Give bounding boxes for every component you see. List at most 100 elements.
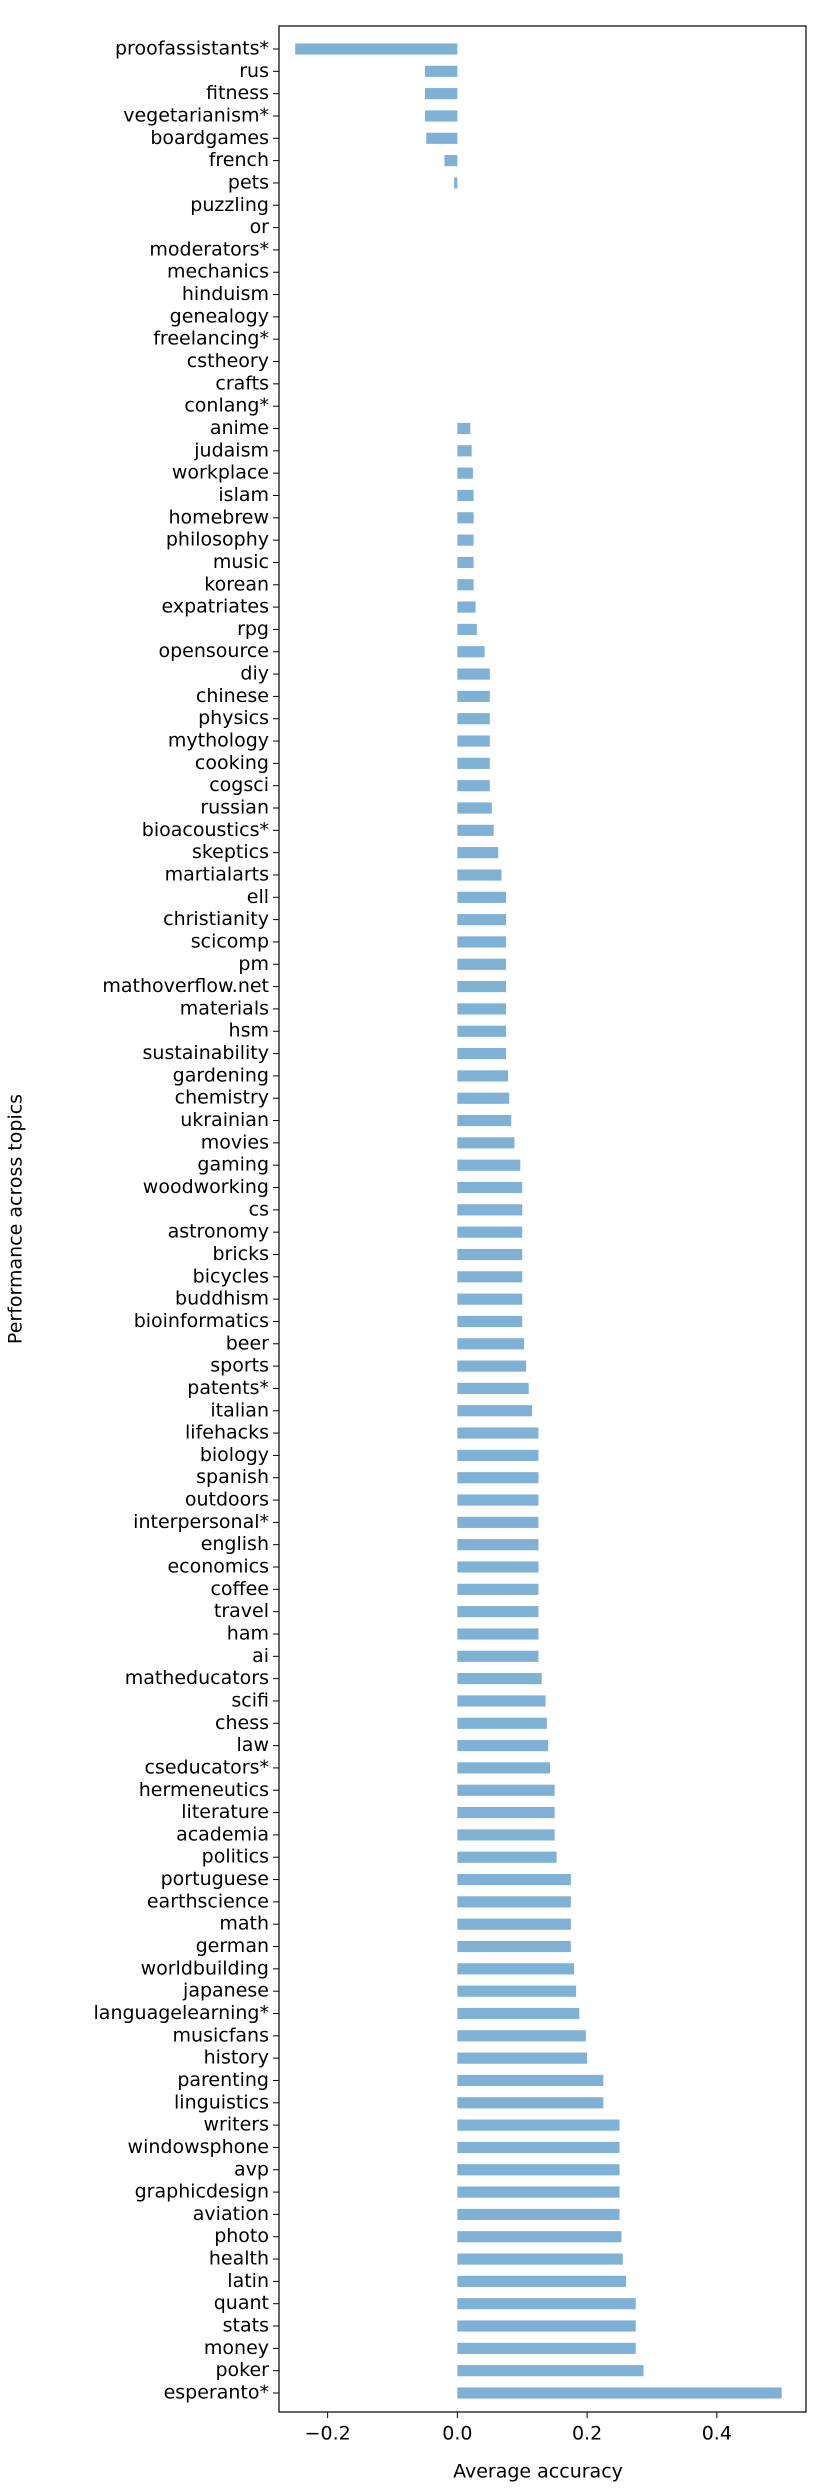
x-tick-label: 0.4 bbox=[702, 2423, 732, 2445]
bar bbox=[457, 2320, 636, 2332]
x-tick-label: 0.0 bbox=[442, 2423, 472, 2445]
y-tick-label: spanish bbox=[196, 1466, 269, 1488]
bar bbox=[457, 1449, 539, 1461]
bar bbox=[424, 88, 458, 100]
y-tick-label: patents* bbox=[187, 1377, 269, 1399]
bar bbox=[457, 824, 494, 836]
bar bbox=[457, 1807, 555, 1819]
bar bbox=[457, 780, 490, 792]
bar bbox=[457, 2186, 620, 2198]
y-tick-label: cogsci bbox=[209, 774, 269, 796]
y-tick-label: biology bbox=[200, 1444, 269, 1466]
y-axis-label: Performance across topics bbox=[5, 1094, 27, 1344]
y-tick-label: beer bbox=[226, 1332, 269, 1354]
bar bbox=[457, 646, 485, 658]
y-tick-label: movies bbox=[201, 1131, 269, 1153]
bar bbox=[457, 2253, 623, 2265]
y-tick-label: writers bbox=[204, 2114, 269, 2136]
y-tick-label: pm bbox=[238, 953, 269, 975]
bar bbox=[457, 489, 474, 502]
y-tick-label: literature bbox=[181, 1801, 269, 1823]
bar bbox=[457, 1271, 523, 1283]
y-tick-label: ukrainian bbox=[180, 1109, 269, 1131]
y-tick-label: bicycles bbox=[193, 1265, 269, 1287]
bar bbox=[457, 869, 502, 881]
bar bbox=[457, 981, 507, 993]
bar bbox=[457, 445, 472, 457]
bar bbox=[457, 1873, 571, 1886]
y-tick-label: fitness bbox=[206, 82, 269, 104]
x-tick-label: −0.2 bbox=[305, 2423, 351, 2445]
bar bbox=[457, 1650, 539, 1662]
y-tick-label: hinduism bbox=[182, 283, 269, 305]
y-tick-label: interpersonal* bbox=[133, 1511, 269, 1533]
bar bbox=[457, 1673, 542, 1685]
y-tick-label: freelancing* bbox=[153, 328, 269, 350]
bar bbox=[457, 2298, 636, 2310]
y-tick-label: gardening bbox=[173, 1064, 269, 1086]
y-tick-label: esperanto* bbox=[164, 2382, 269, 2404]
bar bbox=[457, 1003, 507, 1015]
bar bbox=[457, 2342, 636, 2354]
y-tick-label: rus bbox=[239, 60, 269, 82]
y-tick-label: sports bbox=[210, 1355, 269, 1377]
y-tick-label: linguistics bbox=[174, 2091, 269, 2113]
y-tick-label: skeptics bbox=[192, 841, 269, 863]
y-tick-label: rpg bbox=[237, 618, 269, 640]
bar bbox=[457, 2365, 644, 2377]
y-tick-label: academia bbox=[176, 1823, 269, 1845]
bar bbox=[457, 2387, 782, 2399]
y-tick-label: judaism bbox=[193, 439, 269, 461]
y-tick-label: opensource bbox=[158, 640, 269, 662]
bar bbox=[424, 110, 458, 122]
bar bbox=[457, 1717, 547, 1729]
bar bbox=[457, 1561, 539, 1573]
y-tick-label: bricks bbox=[213, 1243, 270, 1265]
bar bbox=[457, 1940, 571, 1953]
bar bbox=[457, 422, 471, 435]
bar bbox=[457, 2030, 586, 2042]
bar bbox=[457, 1762, 551, 1774]
y-tick-label: latin bbox=[227, 2270, 269, 2292]
bar bbox=[457, 1293, 523, 1305]
y-tick-label: buddhism bbox=[175, 1288, 269, 1310]
bar bbox=[457, 1539, 539, 1551]
y-tick-label: japanese bbox=[182, 1980, 269, 2002]
y-tick-label: vegetarianism* bbox=[123, 104, 269, 126]
y-tick-label: gaming bbox=[197, 1154, 269, 1176]
y-tick-label: graphicdesign bbox=[135, 2181, 269, 2203]
bar bbox=[457, 1963, 575, 1975]
bar bbox=[457, 891, 507, 903]
y-tick-label: matheducators bbox=[125, 1667, 269, 1689]
bar bbox=[457, 1918, 571, 1930]
y-tick-label: photo bbox=[214, 2225, 269, 2247]
y-tick-label: pets bbox=[228, 171, 269, 193]
bar bbox=[457, 1784, 555, 1796]
bar bbox=[457, 1896, 571, 1908]
y-tick-label: islam bbox=[218, 484, 269, 506]
y-tick-label: money bbox=[204, 2337, 269, 2359]
bar bbox=[457, 668, 490, 680]
bar bbox=[457, 1405, 532, 1417]
y-tick-label: puzzling bbox=[190, 194, 269, 216]
bar bbox=[457, 512, 474, 524]
bar bbox=[457, 914, 507, 926]
y-tick-label: mythology bbox=[168, 730, 269, 752]
bar bbox=[457, 1047, 507, 1060]
bar bbox=[457, 2164, 620, 2176]
x-axis-label: Average accuracy bbox=[453, 2461, 623, 2483]
y-tick-label: music bbox=[213, 551, 269, 573]
bar bbox=[457, 1025, 507, 1037]
bar bbox=[457, 1516, 539, 1528]
bar bbox=[457, 1829, 555, 1841]
bar bbox=[457, 1851, 557, 1863]
bar bbox=[457, 1472, 539, 1484]
bar bbox=[457, 735, 490, 747]
y-tick-label: ai bbox=[252, 1645, 269, 1667]
bar bbox=[454, 177, 458, 189]
bar bbox=[444, 155, 458, 167]
bar bbox=[457, 1159, 521, 1171]
y-tick-label: worldbuilding bbox=[141, 1957, 269, 1979]
y-tick-label: chess bbox=[215, 1712, 269, 1734]
